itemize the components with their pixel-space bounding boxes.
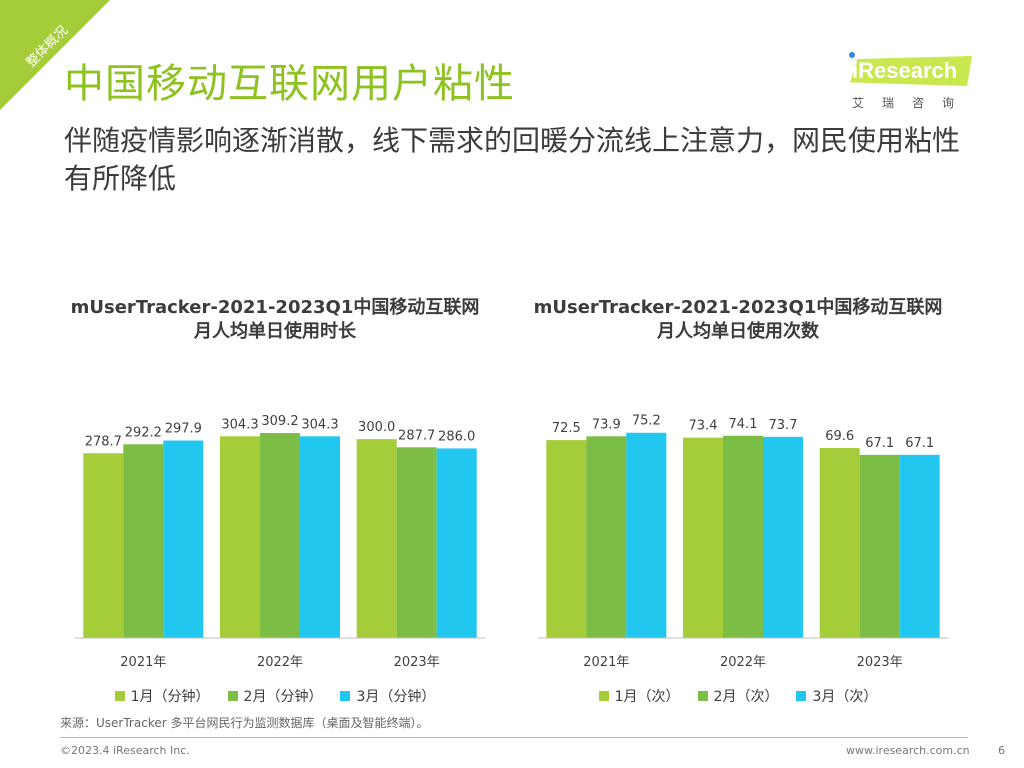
page-title: 中国移动互联网用户粘性 (64, 61, 515, 107)
x-tick-label: 2021年 (120, 655, 166, 670)
x-tick-label: 2023年 (394, 655, 440, 670)
bar-2-2 (396, 447, 437, 638)
chart-panel-duration: mUserTracker-2021-2023Q1中国移动互联网 月人均单日使用时… (55, 296, 495, 716)
legend-label: 3月（分钟） (356, 689, 436, 705)
chart-panel-frequency: mUserTracker-2021-2023Q1中国移动互联网 月人均单日使用次… (518, 296, 958, 716)
bar-1-0 (83, 453, 124, 638)
legend-label: 3月（次） (812, 689, 878, 705)
data-label: 300.0 (358, 420, 395, 435)
bar-3-2 (899, 454, 940, 638)
legend-swatch (598, 691, 609, 701)
chart-title: mUserTracker-2021-2023Q1中国移动互联网 月人均单日使用时… (55, 296, 495, 344)
data-label: 292.2 (125, 425, 162, 440)
legend-swatch (340, 691, 351, 701)
data-label: 304.3 (221, 417, 258, 432)
bar-2-0 (123, 444, 164, 638)
data-label: 67.1 (905, 436, 934, 451)
data-label: 69.6 (825, 429, 854, 444)
page-number: 6 (998, 744, 1005, 757)
bar-3-0 (163, 440, 204, 638)
legend-swatch (227, 691, 238, 701)
bar-1-0 (546, 440, 587, 638)
legend-label: 1月（分钟） (130, 689, 210, 705)
legend-item-jan: 1月（次） (598, 686, 680, 706)
data-label: 286.0 (438, 429, 475, 444)
data-label: 309.2 (261, 414, 298, 429)
data-label: 74.1 (729, 417, 758, 432)
chart-title-line1: mUserTracker-2021-2023Q1中国移动互联网 (70, 297, 480, 318)
data-label: 297.9 (165, 422, 202, 437)
legend-item-mar: 3月（分钟） (340, 686, 435, 706)
data-label: 73.4 (689, 419, 718, 434)
x-tick-label: 2022年 (257, 655, 303, 670)
bar-2-2 (859, 454, 900, 638)
legend-swatch (796, 691, 807, 701)
iresearch-logo: iResearch 艾瑞咨询 (846, 52, 976, 114)
corner-tag-background (0, 0, 110, 110)
logo-dot-icon (849, 52, 855, 58)
data-label: 304.3 (301, 417, 338, 432)
bar-2-1 (260, 433, 300, 638)
logo-badge (850, 56, 972, 86)
footer-divider (60, 737, 968, 738)
x-tick-label: 2023年 (857, 655, 903, 670)
legend-item-feb: 2月（次） (697, 686, 779, 706)
data-label: 287.7 (398, 428, 435, 443)
chart-title-line1: mUserTracker-2021-2023Q1中国移动互联网 (533, 297, 943, 318)
data-label: 72.5 (552, 421, 581, 436)
chart-title-line2: 月人均单日使用时长 (194, 321, 356, 342)
bar-1-1 (683, 437, 723, 638)
bar-3-1 (763, 436, 803, 638)
x-tick-label: 2021年 (583, 655, 629, 670)
bar-3-0 (626, 432, 667, 638)
legend-item-mar: 3月（次） (796, 686, 877, 706)
legend-label: 2月（次） (713, 689, 779, 705)
legend-swatch (114, 691, 125, 701)
bar-2-1 (723, 435, 763, 638)
legend-label: 1月（次） (614, 689, 680, 705)
legend-swatch (697, 691, 708, 701)
logo-chinese-text: 艾瑞咨询 (852, 96, 973, 110)
bar-3-2 (436, 448, 477, 638)
logo-text: iResearch (852, 58, 958, 83)
bar-chart-frequency: 72.5 73.9 75.2 2021年 73.4 74.1 73.7 2022年 69.6 67… (538, 414, 948, 670)
website-link[interactable]: www.iresearch.com.cn (846, 744, 970, 757)
source-note: 来源：UserTracker 多平台网民行为监测数据库（桌面及智能终端）。 (60, 716, 429, 730)
chart-legend: 1月（分钟） 2月（分钟） 3月（分钟） (55, 686, 495, 706)
bar-1-1 (220, 436, 260, 638)
data-label: 75.2 (632, 414, 661, 429)
bar-1-2 (356, 439, 397, 638)
bar-1-2 (819, 448, 860, 638)
chart-title: mUserTracker-2021-2023Q1中国移动互联网 月人均单日使用次… (518, 296, 958, 344)
data-label: 67.1 (865, 436, 894, 451)
copyright: ©2023.4 iResearch Inc. (60, 744, 190, 757)
bar-3-1 (300, 436, 340, 638)
chart-legend: 1月（次） 2月（次） 3月（次） (518, 686, 958, 706)
legend-item-jan: 1月（分钟） (114, 686, 210, 706)
data-label: 278.7 (85, 434, 122, 449)
chart-title-line2: 月人均单日使用次数 (657, 321, 819, 342)
data-label: 73.7 (769, 418, 798, 433)
legend-label: 2月（分钟） (243, 689, 323, 705)
bar-2-0 (586, 436, 627, 638)
page-subtitle: 伴随疫情影响逐渐消散，线下需求的回暖分流线上注意力，网民使用粘性有所降低 (64, 124, 961, 195)
legend-item-feb: 2月（分钟） (227, 686, 323, 706)
data-label: 73.9 (592, 417, 621, 432)
x-tick-label: 2022年 (720, 655, 766, 670)
